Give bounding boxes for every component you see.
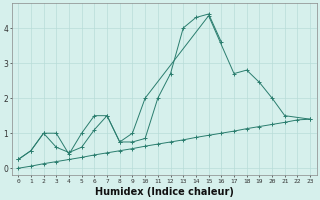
X-axis label: Humidex (Indice chaleur): Humidex (Indice chaleur) [95,187,234,197]
